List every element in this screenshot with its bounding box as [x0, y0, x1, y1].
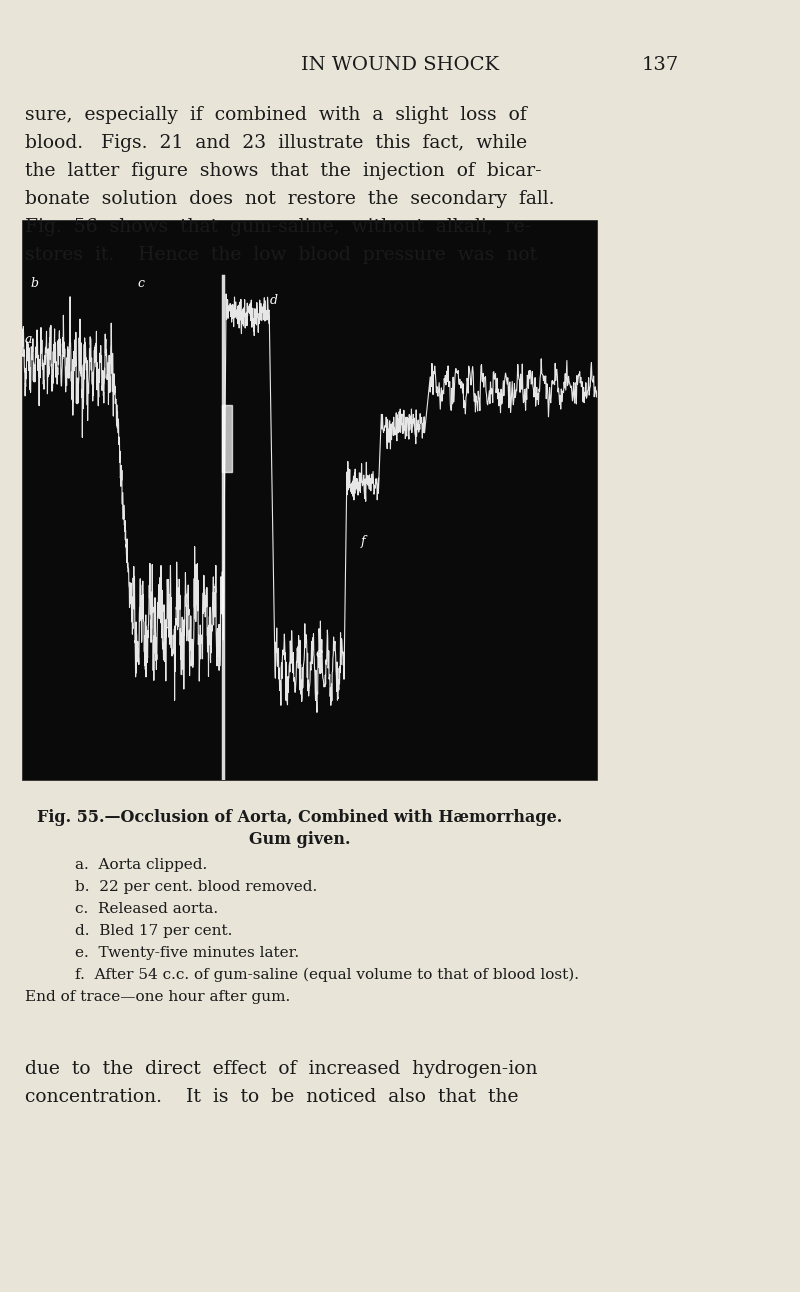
Text: Fig.  56  shows  that  gum-saline,  without  alkali,  re-: Fig. 56 shows that gum-saline, without a… — [25, 218, 531, 236]
Text: bonate  solution  does  not  restore  the  secondary  fall.: bonate solution does not restore the sec… — [25, 190, 554, 208]
Text: e: e — [315, 647, 322, 660]
Text: f.  After 54 c.c. of gum-saline (equal volume to that of blood lost).: f. After 54 c.c. of gum-saline (equal vo… — [75, 968, 579, 982]
Text: concentration.    It  is  to  be  noticed  also  that  the: concentration. It is to be noticed also … — [25, 1088, 518, 1106]
Text: blood.   Figs.  21  and  23  illustrate  this  fact,  while: blood. Figs. 21 and 23 illustrate this f… — [25, 134, 527, 152]
Text: f: f — [362, 535, 366, 548]
Text: End of trace—one hour after gum.: End of trace—one hour after gum. — [25, 990, 290, 1004]
Bar — [222, 404, 233, 472]
Text: b: b — [30, 278, 38, 291]
Text: sure,  especially  if  combined  with  a  slight  loss  of: sure, especially if combined with a slig… — [25, 106, 526, 124]
Text: b.  22 per cent. blood removed.: b. 22 per cent. blood removed. — [75, 880, 318, 894]
Text: stores  it.    Hence  the  low  blood  pressure  was  not: stores it. Hence the low blood pressure … — [25, 245, 537, 264]
Text: c: c — [137, 278, 144, 291]
Text: Gum given.: Gum given. — [250, 832, 350, 849]
Text: IN WOUND SHOCK: IN WOUND SHOCK — [301, 56, 499, 74]
Text: a.  Aorta clipped.: a. Aorta clipped. — [75, 858, 207, 872]
Text: the  latter  figure  shows  that  the  injection  of  bicar-: the latter figure shows that the injecti… — [25, 162, 542, 180]
Text: d: d — [270, 295, 278, 307]
Text: Fig. 55.—Occlusion of Aorta, Combined with Hæmorrhage.: Fig. 55.—Occlusion of Aorta, Combined wi… — [38, 810, 562, 827]
Text: e.  Twenty-five minutes later.: e. Twenty-five minutes later. — [75, 946, 299, 960]
Bar — [22, 220, 597, 780]
Text: due  to  the  direct  effect  of  increased  hydrogen-ion: due to the direct effect of increased hy… — [25, 1059, 538, 1078]
Text: a: a — [25, 333, 32, 346]
Text: 137: 137 — [642, 56, 678, 74]
Text: c.  Released aorta.: c. Released aorta. — [75, 902, 218, 916]
Text: d.  Bled 17 per cent.: d. Bled 17 per cent. — [75, 924, 232, 938]
